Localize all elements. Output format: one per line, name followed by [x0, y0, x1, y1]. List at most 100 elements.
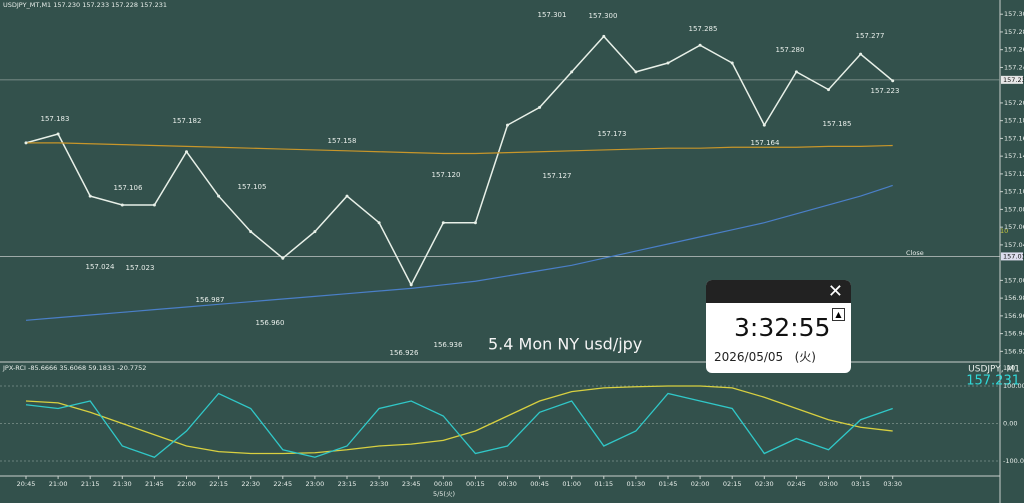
price-annotation: 157.106 — [114, 184, 143, 192]
y-tick-label: 157.205 — [1004, 99, 1024, 107]
close-point — [506, 123, 509, 127]
x-tick-label: 01:45 — [659, 480, 678, 488]
close-point — [249, 230, 253, 234]
price-annotation: 157.277 — [856, 32, 885, 40]
price-annotation: 157.164 — [751, 139, 780, 147]
chart-header: USDJPY_MT,M1 157.230 157.233 157.228 157… — [3, 1, 167, 9]
price-annotation: 157.023 — [126, 264, 155, 272]
osc-top-label: 120 — [1003, 364, 1015, 372]
close-point — [698, 43, 702, 47]
x-tick-label: 22:00 — [177, 480, 196, 488]
x-tick-label: 23:45 — [402, 480, 421, 488]
y-tick-label: 157.165 — [1004, 134, 1024, 142]
y-tick-label: 156.985 — [1004, 294, 1024, 302]
series-line — [25, 184, 893, 321]
x-tick-label: 20:45 — [17, 480, 36, 488]
osc-tick-label: 0.00 — [1003, 420, 1017, 428]
close-point — [152, 203, 156, 207]
bid: 157.231 — [966, 374, 1020, 389]
series-line — [26, 142, 893, 155]
pin-icon[interactable]: ▲ — [832, 308, 845, 321]
close-point — [859, 52, 863, 56]
close-point — [377, 221, 381, 225]
x-tick-label: 00:15 — [466, 480, 485, 488]
y-tick-label: 157.185 — [1004, 117, 1024, 125]
x-tick-label: 01:30 — [627, 480, 646, 488]
price-tag: 157.231 — [1003, 76, 1024, 84]
side-label: 10 — [1000, 227, 1008, 235]
x-tick-label: 21:45 — [145, 480, 164, 488]
y-tick-label: 157.065 — [1004, 223, 1024, 231]
x-tick-label: 02:45 — [787, 480, 806, 488]
y-tick-label: 157.085 — [1004, 205, 1024, 213]
x-tick-label: 00:00 — [434, 480, 453, 488]
close-point — [313, 230, 317, 234]
x-tick-label: 03:30 — [883, 480, 902, 488]
price-annotation: 157.182 — [173, 117, 202, 125]
y-tick-label: 157.245 — [1004, 63, 1024, 71]
x-tick-label: 22:15 — [209, 480, 228, 488]
x-tick-label: 23:15 — [338, 480, 357, 488]
close-point — [281, 256, 285, 260]
symbol: USDJPY, M1 — [968, 365, 1020, 375]
x-tick-label: 22:45 — [273, 480, 292, 488]
x-tick-label: 03:15 — [851, 480, 870, 488]
price-annotation: 157.024 — [86, 263, 115, 271]
y-tick-label: 156.925 — [1004, 347, 1024, 355]
y-tick-label: 156.965 — [1004, 312, 1024, 320]
y-tick-label: 157.305 — [1004, 10, 1024, 18]
close-point — [602, 34, 606, 38]
osc-header: JPX-RCI -85.6666 35.6068 59.1831 -20.775… — [2, 364, 146, 372]
clock-date: 2026/05/05 (火) — [714, 348, 816, 365]
close-point — [762, 123, 766, 127]
price-annotation: 157.173 — [598, 130, 627, 138]
close-point — [891, 79, 895, 83]
price-annotation: 157.280 — [776, 46, 805, 54]
close-label: Close — [906, 249, 924, 257]
close-point — [473, 221, 477, 225]
price-annotation: 157.183 — [41, 115, 70, 123]
y-tick-label: 157.285 — [1004, 28, 1024, 36]
y-tick-label: 157.005 — [1004, 276, 1024, 284]
close-point — [730, 61, 734, 65]
price-annotation: 157.120 — [432, 171, 461, 179]
price-annotation: 157.158 — [328, 137, 357, 145]
close-point — [794, 70, 798, 74]
close-button[interactable]: ✕ — [706, 280, 851, 303]
close-point — [88, 194, 92, 198]
x-tick-label: 23:30 — [370, 480, 389, 488]
price-tag-box — [1001, 252, 1023, 261]
x-tick-label: 21:30 — [113, 480, 132, 488]
price-annotation: 156.987 — [196, 296, 225, 304]
x-tick-label: 22:30 — [241, 480, 260, 488]
close-point — [120, 203, 124, 207]
price-annotation: 156.926 — [390, 349, 419, 357]
y-tick-label: 157.265 — [1004, 46, 1024, 54]
date-label: 5/5(火) — [433, 490, 455, 498]
price-annotation: 157.300 — [589, 12, 618, 20]
y-tick-label: 157.105 — [1004, 188, 1024, 196]
close-point — [570, 70, 574, 74]
close-point — [24, 141, 28, 145]
close-point — [185, 150, 188, 154]
y-tick-label: 157.145 — [1004, 152, 1024, 160]
x-tick-label: 23:00 — [306, 480, 325, 488]
close-point — [56, 132, 60, 136]
price-annotation: 157.105 — [238, 183, 267, 191]
close-point — [538, 105, 542, 109]
clock-time: 3:32:55 — [734, 313, 831, 342]
x-tick-label: 01:00 — [562, 480, 581, 488]
price-annotation: 157.127 — [543, 172, 572, 180]
close-point — [666, 61, 670, 65]
x-tick-label: 02:00 — [691, 480, 710, 488]
y-tick-label: 157.125 — [1004, 170, 1024, 178]
x-tick-label: 00:30 — [498, 480, 517, 488]
close-point — [634, 70, 638, 74]
close-point — [345, 194, 349, 198]
clock-popup: ✕ ▲ 3:32:55 2026/05/05 (火) — [706, 280, 851, 373]
price-annotation: 156.960 — [256, 319, 285, 327]
close-point — [441, 221, 445, 225]
price-tag-box — [1001, 75, 1023, 84]
